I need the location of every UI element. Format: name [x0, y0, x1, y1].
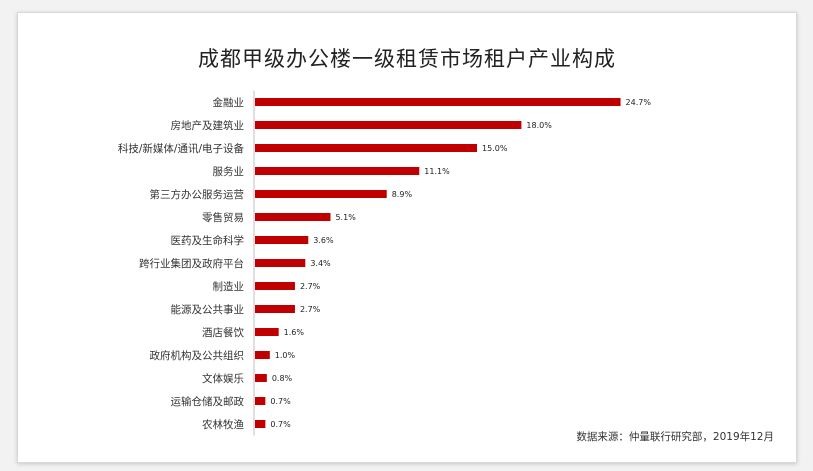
value-label: 8.9% [392, 190, 413, 199]
value-label: 2.7% [300, 282, 321, 291]
value-label: 0.7% [270, 397, 291, 406]
bar [255, 305, 295, 313]
category-label: 农林牧渔 [202, 418, 244, 431]
chart-title: 成都甲级办公楼一级租赁市场租户产业构成 [198, 47, 616, 71]
bar [255, 374, 267, 382]
bar [255, 167, 420, 175]
category-label: 房地产及建筑业 [171, 119, 245, 132]
value-label: 3.6% [313, 236, 334, 245]
value-label: 15.0% [482, 144, 508, 153]
category-label: 第三方办公服务运营 [150, 188, 245, 201]
value-label: 0.7% [270, 420, 291, 429]
category-label: 跨行业集团及政府平台 [139, 257, 244, 270]
source-note: 数据来源：仲量联行研究部，2019年12月 [576, 431, 774, 443]
bar [255, 121, 522, 129]
value-label: 1.6% [284, 328, 305, 337]
bar [255, 144, 477, 152]
value-label: 18.0% [526, 121, 552, 130]
value-label: 3.4% [310, 259, 331, 268]
value-label: 1.0% [275, 351, 296, 360]
bar [255, 397, 266, 405]
bar [255, 420, 266, 428]
bar [255, 190, 387, 198]
value-label: 0.8% [272, 374, 293, 383]
bar-chart: 金融业 24.7% 房地产及建筑业 18.0% 科技/新媒体/通讯/电子设备 15.0% 服… [118, 90, 652, 436]
bar [255, 282, 295, 290]
bar [255, 351, 270, 359]
category-label: 文体娱乐 [202, 372, 244, 385]
category-label: 运输仓储及邮政 [171, 395, 245, 408]
value-label: 11.1% [424, 167, 450, 176]
category-label: 制造业 [213, 280, 245, 293]
category-label: 政府机构及公共组织 [150, 349, 245, 362]
chart-card: 成都甲级办公楼一级租赁市场租户产业构成 金融业 24.7% 房地产及建筑业 18.0%… [17, 12, 797, 463]
bar [255, 236, 309, 244]
category-label: 医药及生命科学 [171, 234, 245, 247]
category-label: 能源及公共事业 [171, 303, 245, 316]
bar [255, 328, 279, 336]
value-label: 5.1% [335, 213, 356, 222]
category-label: 零售贸易 [202, 211, 244, 224]
value-label: 2.7% [300, 305, 321, 314]
bar [255, 213, 331, 221]
category-label: 科技/新媒体/通讯/电子设备 [118, 142, 245, 155]
category-label: 酒店餐饮 [202, 326, 244, 339]
value-label: 24.7% [626, 98, 652, 107]
category-label: 服务业 [213, 165, 245, 178]
bar [255, 98, 621, 106]
category-label: 金融业 [213, 96, 245, 109]
bar [255, 259, 306, 267]
